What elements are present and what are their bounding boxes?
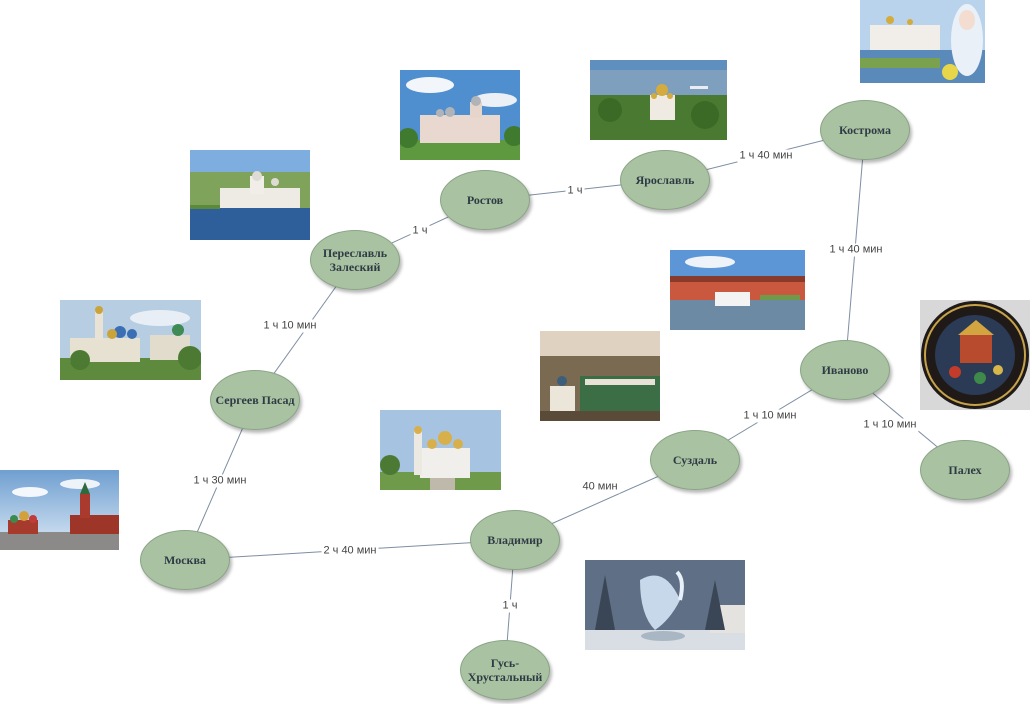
node-sergiev-posad[interactable]: Сергеев Пасад: [210, 370, 300, 430]
node-pereslavl[interactable]: Переславль Залеский: [310, 230, 400, 290]
edge-label-yaroslavl-kostroma: 1 ч 40 мин: [737, 149, 795, 163]
rostov-kremlin-photo: [400, 70, 520, 160]
edge-label-moskva-vladimir: 2 ч 40 мин: [321, 544, 379, 558]
node-gus-khrustalny[interactable]: Гусь-Хрустальный: [460, 640, 550, 700]
edge-label-pereslavl-rostov: 1 ч: [410, 224, 430, 238]
node-yaroslavl[interactable]: Ярославль: [620, 150, 710, 210]
edge-label-ivanovo-suzdal: 1 ч 10 мин: [741, 409, 799, 423]
palekh-lacquer-plate-photo: [920, 300, 1030, 410]
gus-khrustalny-crystal-swan-photo: [585, 560, 745, 650]
node-ivanovo[interactable]: Иваново: [800, 340, 890, 400]
node-suzdal[interactable]: Суздаль: [650, 430, 740, 490]
edge-label-sergiev-pereslavl: 1 ч 10 мин: [261, 319, 319, 333]
edge-label-moskva-sergiev: 1 ч 30 мин: [191, 474, 249, 488]
pereslavl-monastery-photo: [190, 150, 310, 240]
edge-label-kostroma-ivanovo: 1 ч 40 мин: [827, 243, 885, 257]
yaroslavl-cathedral-photo: [590, 60, 727, 140]
node-rostov[interactable]: Ростов: [440, 170, 530, 230]
vladimir-assumption-cathedral-photo: [380, 410, 501, 490]
edge-label-suzdal-vladimir: 40 мин: [580, 480, 620, 494]
moscow-kremlin-photo: [0, 470, 119, 550]
node-palekh[interactable]: Палех: [920, 440, 1010, 500]
node-moskva[interactable]: Москва: [140, 530, 230, 590]
node-vladimir[interactable]: Владимир: [470, 510, 560, 570]
edge-label-rostov-yaroslavl: 1 ч: [565, 184, 585, 198]
edge-label-ivanovo-palekh: 1 ч 10 мин: [861, 418, 919, 432]
kostroma-monastery-snow-maiden-photo: [860, 0, 985, 83]
node-kostroma[interactable]: Кострома: [820, 100, 910, 160]
sergiev-posad-lavra-photo: [60, 300, 201, 380]
edge-label-vladimir-gus: 1 ч: [500, 599, 520, 613]
ivanovo-riverside-photo: [670, 250, 805, 330]
suzdal-aerial-photo: [540, 331, 660, 421]
